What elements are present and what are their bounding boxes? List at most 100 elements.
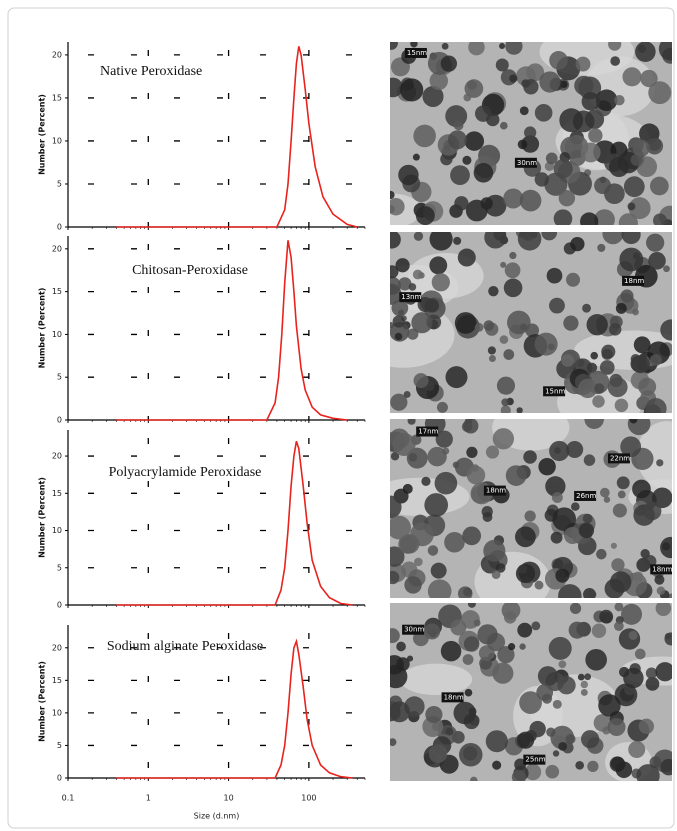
chart-panel: 0 5 10 15 20 Number (Percent) Chitosan-Peroxid…: [38, 236, 366, 425]
particle: [614, 603, 624, 612]
particle: [445, 105, 468, 128]
particle: [503, 188, 524, 209]
particle: [464, 131, 485, 151]
bright-region: [636, 421, 672, 490]
particle: [611, 558, 625, 572]
particle: [541, 232, 558, 241]
particle: [516, 407, 523, 413]
particle: [509, 251, 517, 260]
particle: [610, 56, 621, 66]
label-box: [483, 485, 506, 496]
particle: [610, 542, 617, 549]
particle: [463, 636, 480, 652]
particle: [463, 93, 472, 102]
particle: [598, 694, 621, 717]
particle: [390, 283, 402, 305]
particle: [552, 507, 577, 531]
particle: [402, 483, 413, 494]
particle: [559, 108, 584, 133]
particle: [620, 289, 634, 303]
particle: [577, 673, 585, 681]
particle: [630, 153, 643, 166]
particle: [482, 512, 493, 522]
particle: [633, 571, 644, 582]
particle: [623, 667, 644, 689]
particle: [660, 758, 672, 776]
y-tick-label: 5: [57, 179, 62, 188]
particle: [523, 79, 539, 95]
particle: [488, 285, 499, 297]
particle: [474, 105, 492, 122]
particle: [594, 383, 605, 394]
y-tick-label: 20: [52, 50, 62, 59]
micrograph-body: 18nm 13nm 15nm: [390, 232, 672, 413]
particle: [601, 344, 616, 359]
particle: [555, 568, 570, 583]
particle: [584, 419, 604, 429]
particle: [503, 611, 517, 624]
particle: [467, 603, 476, 608]
particle: [658, 42, 672, 61]
particle: [656, 459, 664, 467]
label-box: [543, 386, 566, 397]
particle: [408, 453, 418, 462]
particle: [646, 137, 664, 155]
particle: [581, 92, 601, 111]
label-box: [514, 157, 537, 168]
particle: [499, 335, 509, 344]
particle: [412, 153, 420, 161]
particle: [453, 701, 477, 725]
label-box: [402, 624, 425, 635]
particle: [427, 446, 447, 467]
y-tick-label: 5: [57, 373, 62, 382]
particle: [390, 232, 401, 249]
y-tick-label: 5: [57, 741, 62, 750]
scale-label: 30nm: [404, 626, 424, 634]
particle: [655, 603, 672, 617]
particle: [614, 621, 624, 632]
particle: [499, 42, 506, 49]
particle: [464, 688, 473, 697]
particle: [464, 79, 484, 98]
x-tick-label: 1: [146, 794, 151, 803]
particle: [440, 640, 462, 662]
particle: [473, 163, 494, 183]
particle: [459, 743, 483, 767]
particle: [597, 243, 606, 252]
particle: [450, 619, 467, 636]
series-line: [116, 240, 348, 421]
particle: [503, 278, 523, 298]
particle: [663, 265, 670, 273]
particle: [656, 586, 666, 595]
particle: [587, 590, 597, 598]
particle: [582, 303, 591, 313]
label-box: [404, 47, 427, 58]
y-tick-label: 20: [52, 452, 62, 461]
micrograph: 18nm 13nm 15nm: [390, 232, 672, 413]
particle: [398, 277, 412, 291]
particle: [546, 727, 556, 737]
particle: [565, 733, 576, 744]
particle: [548, 636, 572, 660]
particle: [645, 667, 658, 679]
particle: [590, 351, 599, 360]
y-axis-label: Number (Percent): [38, 477, 47, 558]
micrograph-body: 30nm 18nm 25nm: [390, 603, 672, 781]
particle: [611, 756, 625, 771]
label-box: [523, 754, 546, 765]
particle: [608, 42, 622, 51]
particle: [391, 299, 409, 317]
particle: [519, 106, 529, 116]
particle: [465, 199, 488, 222]
particle: [635, 42, 656, 62]
particle: [628, 740, 646, 758]
particle: [549, 51, 568, 70]
particle: [544, 172, 568, 196]
particle: [415, 206, 435, 225]
particle: [608, 157, 629, 177]
particle: [390, 452, 400, 461]
particle: [466, 446, 478, 458]
particle: [436, 401, 448, 413]
particle: [531, 621, 541, 631]
particle: [427, 545, 439, 556]
